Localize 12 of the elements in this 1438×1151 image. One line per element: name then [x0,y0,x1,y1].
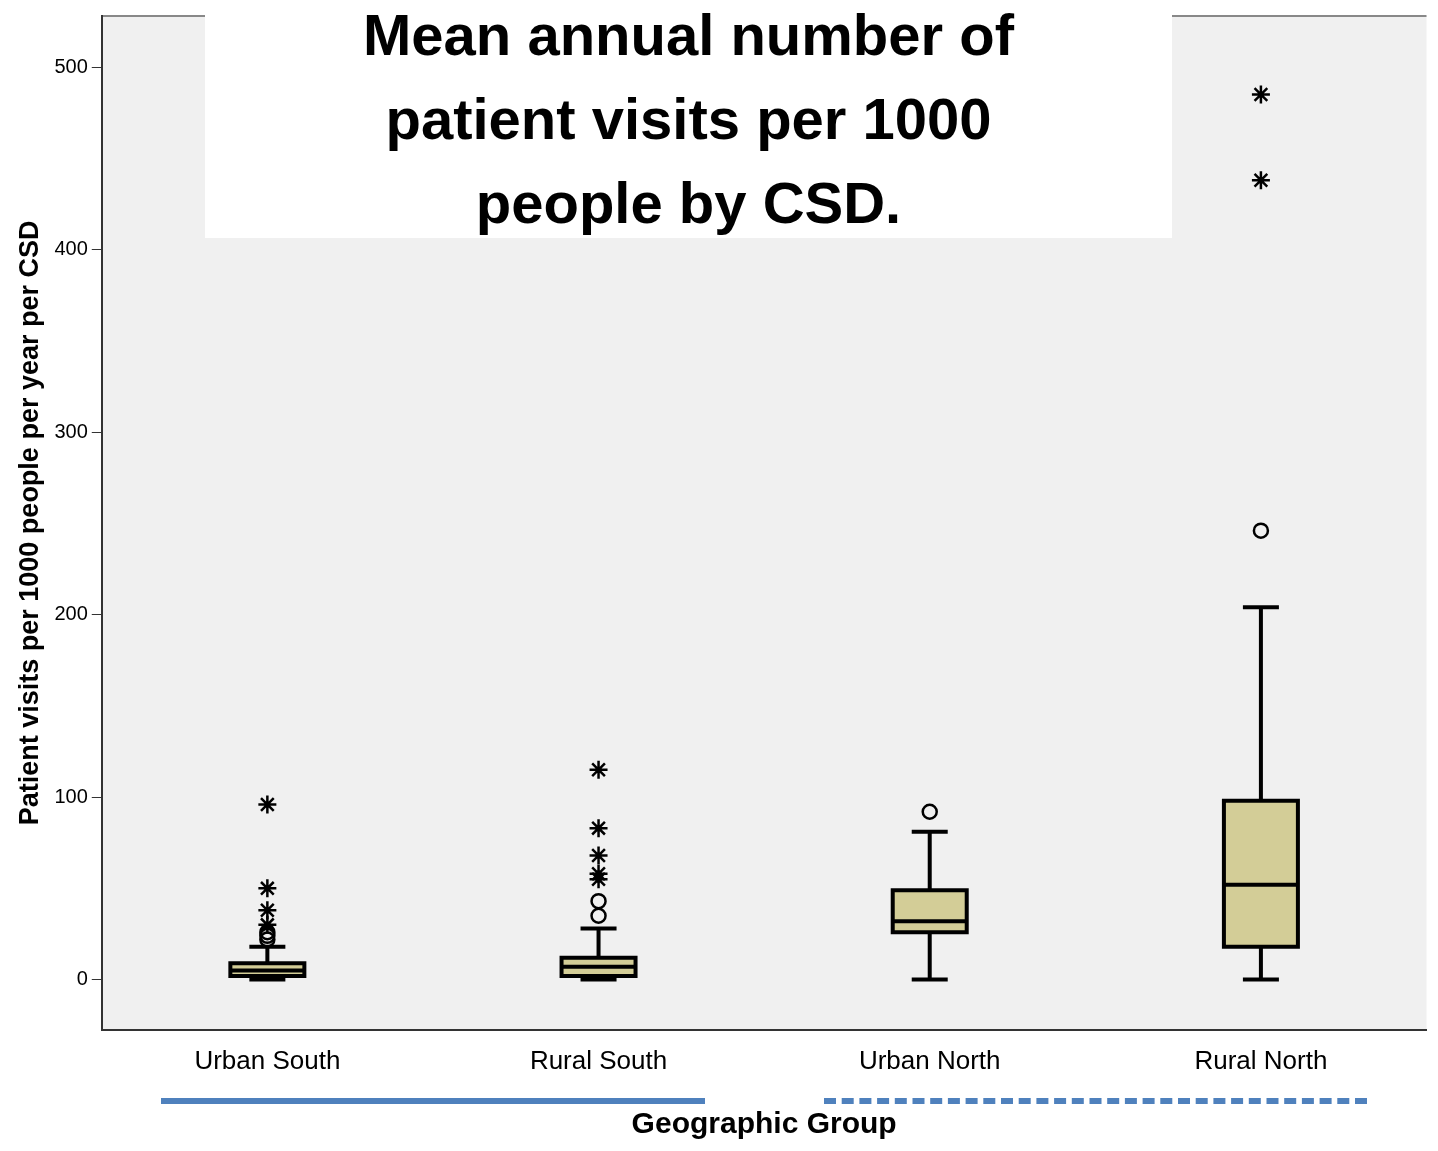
y-tick-label: 300 [54,419,88,442]
y-tick-label: 400 [54,237,88,260]
x-tick-label: Rural North [1194,1044,1328,1075]
y-tick-label: 100 [54,784,88,807]
x-axis-title: Geographic Group [631,1106,897,1140]
y-tick-label: 0 [76,967,88,990]
x-tick-label: Urban South [194,1044,341,1075]
x-tick-label: Rural South [529,1044,668,1075]
y-tick-label: 200 [54,602,88,625]
y-axis-title: Patient visits per 1000 people per year per CSD [13,220,44,826]
x-tick-label: Urban North [858,1044,1001,1075]
y-tick-label: 500 [54,54,88,77]
